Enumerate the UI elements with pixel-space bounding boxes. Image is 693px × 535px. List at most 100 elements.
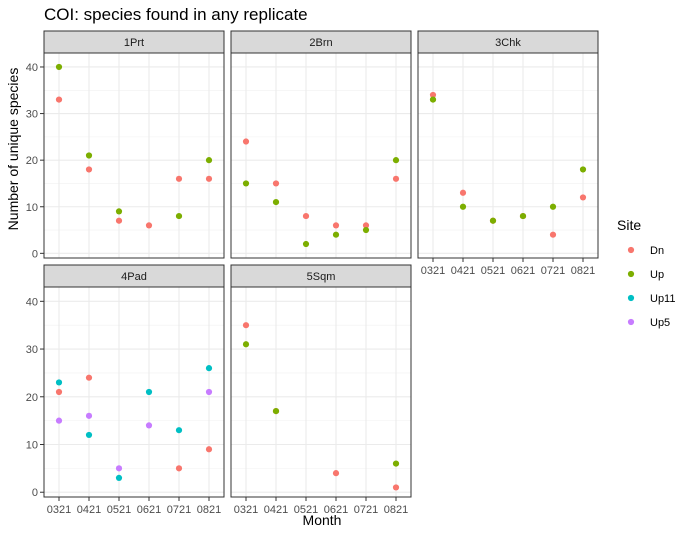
data-point-Up-0721 [549,203,557,210]
panel-background [418,53,598,258]
y-tick-label: 10 [26,202,38,214]
data-point-Up-0521 [302,240,310,248]
x-tick-label: 0321 [47,504,71,516]
facet-label: 1Prt [124,37,144,49]
y-tick-label: 20 [26,392,38,404]
data-point-Dn-0821 [392,175,400,182]
data-point-Dn-0321 [55,96,63,103]
data-point-Up5-0621 [145,422,153,429]
data-point-Dn-0621 [332,222,340,229]
data-point-Dn-0421 [85,374,93,381]
panel-background [231,287,411,497]
x-tick-label: 0521 [481,265,505,277]
data-point-Up-0821 [205,157,213,164]
data-point-Up5-0421 [85,412,93,419]
data-point-Dn-0621 [332,470,340,477]
y-tick-label: 40 [26,296,38,308]
panel-border [230,286,412,498]
data-point-Dn-0321 [429,91,437,99]
data-point-Dn-0521 [115,217,123,224]
data-point-Up-0621 [332,231,340,238]
facet-label: 3Chk [495,37,521,49]
facet-label: 4Pad [121,271,147,283]
data-point-Up11-0321 [55,379,63,386]
panel-5Sqm: 5Sqm 0321 0421 0521 0621 0721 0821 [230,264,412,516]
panel-background [44,287,224,497]
legend-title: Site [617,217,641,233]
data-point-Up-0521 [489,217,497,224]
x-tick-label: 0821 [197,504,221,516]
legend-key-Up11 [627,294,635,302]
data-point-Up11-0421 [85,431,93,439]
data-point-Up11-0821 [205,365,213,372]
data-point-Up11-0721 [175,427,183,434]
data-point-Up-0821 [392,157,400,164]
data-point-Dn-0721 [362,222,370,229]
chart-title: COI: species found in any replicate [44,5,308,24]
legend-key-Up [627,270,635,278]
data-point-Up-0621 [519,212,527,220]
legend-key-Up5 [627,318,635,326]
panel-background [44,53,224,258]
data-point-Up5-0321 [55,417,63,424]
data-point-Up-0421 [459,203,467,210]
data-point-Dn-0521 [302,212,310,220]
x-tick-label: 0421 [264,504,288,516]
legend-label-Up11: Up11 [650,293,675,305]
facet-label: 5Sqm [307,271,336,283]
data-point-Up-0521 [115,208,123,215]
data-point-Up11-0521 [115,474,123,482]
data-point-Dn-0821 [392,484,400,491]
data-point-Up-0321 [242,341,250,348]
panel-border [43,52,225,259]
x-tick-label: 0421 [77,504,101,516]
y-axis-title: Number of unique species [5,68,21,231]
legend: Site Dn Up Up11 Up5 [617,217,675,329]
x-tick-label: 0621 [137,504,161,516]
x-tick-label: 0721 [541,265,565,277]
facet-label: 2Brn [309,37,332,49]
y-tick-label: 20 [26,155,38,167]
x-axis-title: Month [303,512,342,528]
x-tick-label: 0821 [384,504,408,516]
data-point-Dn-0721 [175,465,183,472]
legend-label-Dn: Dn [650,245,664,257]
legend-label-Up5: Up5 [650,317,670,329]
data-point-Up-0421 [272,198,280,206]
data-point-Dn-0821 [205,446,213,453]
data-point-Up5-0521 [115,465,123,472]
data-point-Up-0721 [362,226,370,234]
x-tick-label: 0321 [234,504,258,516]
x-tick-label: 0621 [511,265,535,277]
data-point-Up5-0821 [205,388,213,396]
data-point-Up-0321 [55,63,63,71]
facet-panels: 1Prt 0 10 20 30 40 2Brn 3Chk 0321 0421 0521 0621 072… [26,30,599,516]
y-tick-label: 0 [32,248,38,260]
data-point-Dn-0421 [272,180,280,187]
x-tick-label: 0321 [421,265,445,277]
data-point-Dn-0621 [145,222,153,229]
data-point-Dn-0321 [242,322,250,329]
data-point-Up-0821 [392,460,400,467]
y-tick-label: 30 [26,109,38,121]
data-point-Dn-0821 [579,194,587,201]
y-tick-label: 10 [26,440,38,452]
x-tick-label: 0621 [324,504,348,516]
y-tick-label: 0 [32,487,38,499]
panel-3Chk: 3Chk 0321 0421 0521 0621 0721 0821 [417,30,599,277]
panel-1Prt: 1Prt 0 10 20 30 40 [26,30,225,260]
x-tick-label: 0521 [107,504,131,516]
x-tick-label: 0421 [451,265,475,277]
data-point-Dn-0421 [85,166,93,173]
panel-background [231,53,411,258]
data-point-Up-0321 [429,96,437,103]
data-point-Up-0821 [579,166,587,173]
panel-2Brn: 2Brn [230,30,412,259]
data-point-Up-0421 [272,407,280,415]
panel-4Pad: 4Pad 0 10 20 30 40 0321 0421 0521 0621 0721 0821 [26,264,225,516]
data-point-Up-0321 [242,180,250,187]
data-point-Up11-0621 [145,388,153,396]
y-tick-label: 40 [26,62,38,74]
data-point-Dn-0721 [175,175,183,182]
